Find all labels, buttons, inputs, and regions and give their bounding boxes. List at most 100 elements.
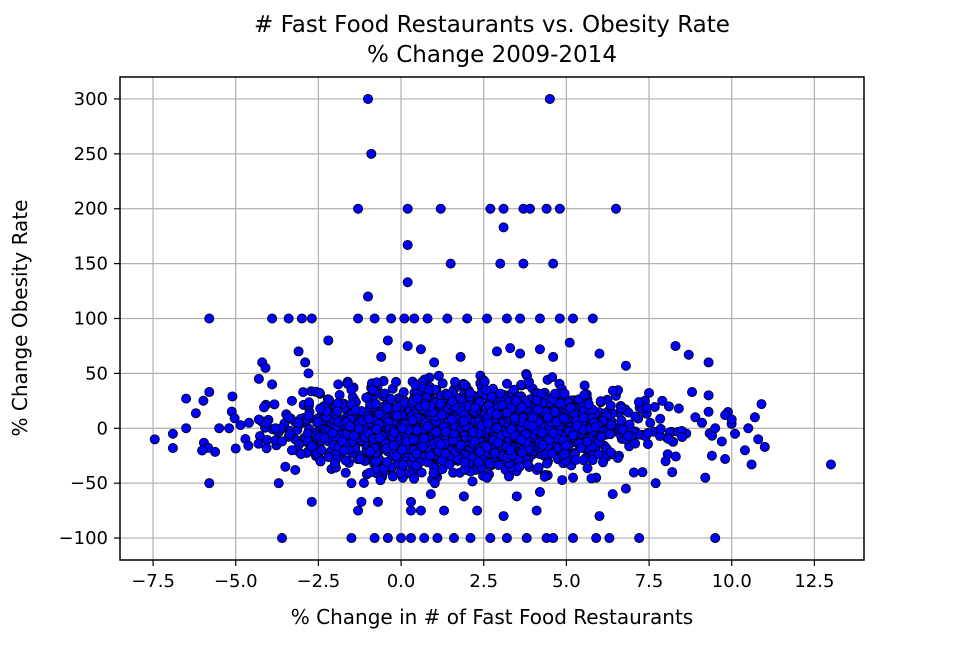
- data-point: [633, 397, 644, 408]
- data-point: [411, 448, 422, 459]
- data-point: [620, 483, 631, 494]
- data-point: [267, 313, 278, 324]
- data-point: [703, 357, 714, 368]
- data-point: [334, 390, 345, 401]
- data-point: [280, 461, 291, 472]
- data-point: [660, 456, 671, 467]
- data-point: [428, 468, 439, 479]
- data-point: [425, 489, 436, 500]
- data-point: [409, 473, 420, 484]
- data-point: [663, 401, 674, 412]
- plot-frame: [119, 76, 865, 561]
- data-point: [501, 378, 512, 389]
- data-point: [568, 533, 579, 544]
- data-point: [605, 429, 616, 440]
- data-point: [455, 351, 466, 362]
- data-point: [447, 396, 458, 407]
- data-point: [358, 478, 369, 489]
- data-point: [293, 417, 304, 428]
- data-point: [458, 491, 469, 502]
- x-tick-label: 5.0: [552, 571, 581, 592]
- data-point: [498, 203, 509, 214]
- data-point: [440, 448, 451, 459]
- x-tick-label: −7.5: [131, 571, 175, 592]
- data-point: [149, 434, 160, 445]
- data-point: [364, 467, 375, 478]
- data-point: [181, 393, 192, 404]
- data-point: [576, 442, 587, 453]
- data-point: [306, 313, 317, 324]
- data-point: [391, 451, 402, 462]
- data-point: [491, 423, 502, 434]
- data-point: [480, 385, 491, 396]
- data-point: [470, 402, 481, 413]
- data-point: [606, 420, 617, 431]
- data-point: [518, 258, 529, 269]
- data-point: [366, 148, 377, 159]
- data-point: [304, 397, 315, 408]
- data-point: [533, 404, 544, 415]
- data-point: [314, 387, 325, 398]
- data-point: [616, 403, 627, 414]
- data-point: [340, 467, 351, 478]
- data-point: [616, 415, 627, 426]
- data-point: [429, 478, 440, 489]
- data-point: [594, 511, 605, 522]
- data-point: [515, 313, 526, 324]
- data-point: [657, 395, 668, 406]
- data-point: [402, 239, 413, 250]
- data-point: [407, 415, 418, 426]
- data-point: [683, 349, 694, 360]
- data-point: [587, 455, 598, 466]
- data-point: [435, 398, 446, 409]
- data-point: [260, 362, 271, 373]
- data-point: [422, 313, 433, 324]
- data-point: [409, 313, 420, 324]
- data-point: [630, 411, 641, 422]
- data-point: [598, 457, 609, 468]
- data-point: [579, 380, 590, 391]
- data-point: [548, 258, 559, 269]
- data-point: [557, 475, 568, 486]
- data-point: [361, 392, 372, 403]
- data-point: [446, 414, 457, 425]
- data-point: [243, 417, 254, 428]
- data-point: [382, 335, 393, 346]
- data-point: [523, 376, 534, 387]
- data-point: [594, 348, 605, 359]
- data-point: [397, 423, 408, 434]
- data-point: [544, 93, 555, 104]
- data-point: [726, 414, 737, 425]
- data-point: [458, 416, 469, 427]
- data-point: [611, 203, 622, 214]
- x-axis-label: % Change in # of Fast Food Restaurants: [291, 605, 693, 629]
- data-point: [825, 459, 836, 470]
- data-point: [243, 440, 254, 451]
- data-point: [532, 395, 543, 406]
- data-point: [340, 455, 351, 466]
- data-point: [472, 505, 483, 516]
- data-point: [746, 459, 757, 470]
- data-point: [300, 357, 311, 368]
- data-point: [670, 340, 681, 351]
- data-point: [486, 391, 497, 402]
- x-tick-label: −5.0: [214, 571, 258, 592]
- data-point: [405, 496, 416, 507]
- data-point: [537, 427, 548, 438]
- y-tick-label: 0: [97, 418, 108, 439]
- data-point: [214, 423, 225, 434]
- data-point: [607, 385, 618, 396]
- data-point: [522, 459, 533, 470]
- data-point: [398, 460, 409, 471]
- data-point: [397, 444, 408, 455]
- data-point: [485, 533, 496, 544]
- data-point: [432, 533, 443, 544]
- data-point: [283, 313, 294, 324]
- data-point: [559, 388, 570, 399]
- data-point: [273, 478, 284, 489]
- data-point: [323, 394, 334, 405]
- y-tick-label: 200: [74, 199, 108, 220]
- data-point: [402, 277, 413, 288]
- data-point: [667, 467, 678, 478]
